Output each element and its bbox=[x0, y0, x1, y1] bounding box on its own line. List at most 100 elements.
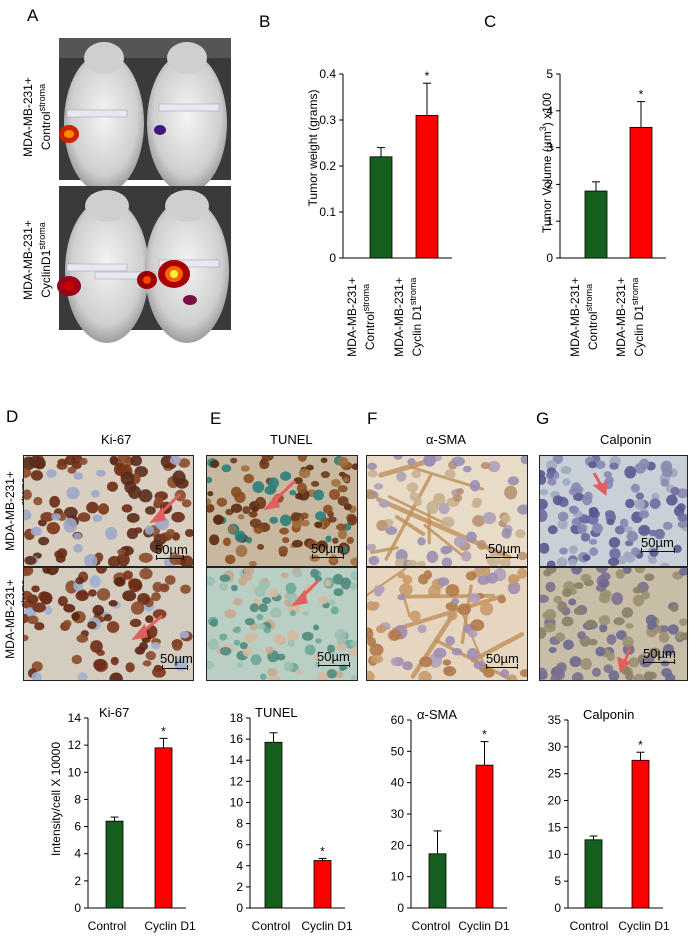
cell-nucleus bbox=[390, 657, 400, 666]
arrow-icon bbox=[592, 482, 608, 496]
cell-nucleus bbox=[222, 537, 232, 547]
cell-nucleus bbox=[24, 555, 37, 565]
y-tick-label: 12 bbox=[68, 738, 82, 752]
y-tick-label: 6 bbox=[236, 838, 243, 852]
cell-nucleus bbox=[606, 518, 615, 526]
cell-nucleus bbox=[569, 656, 582, 668]
cell-nucleus bbox=[351, 463, 357, 471]
cell-nucleus bbox=[411, 470, 422, 479]
cell-nucleus bbox=[469, 480, 481, 492]
cell-nucleus bbox=[77, 672, 88, 680]
cell-nucleus bbox=[447, 610, 458, 621]
cell-nucleus bbox=[557, 511, 569, 522]
scale-label: 50µm bbox=[641, 535, 674, 550]
panel-letter-b: B bbox=[259, 12, 271, 31]
cell-nucleus bbox=[451, 597, 460, 605]
y-tick-label: 8 bbox=[74, 792, 81, 806]
cell-nucleus bbox=[320, 457, 328, 464]
cell-nucleus bbox=[680, 632, 687, 641]
cell-nucleus bbox=[608, 557, 620, 566]
cell-nucleus bbox=[595, 460, 606, 469]
cell-nucleus bbox=[207, 503, 215, 513]
cell-nucleus bbox=[317, 671, 329, 680]
cell-nucleus bbox=[232, 598, 243, 606]
cell-nucleus bbox=[324, 579, 332, 587]
cell-nucleus bbox=[569, 505, 579, 515]
cell-nucleus bbox=[257, 623, 266, 630]
cell-nucleus bbox=[554, 632, 566, 642]
cell-nucleus bbox=[393, 456, 403, 460]
cell-nucleus bbox=[236, 662, 244, 668]
cell-nucleus bbox=[30, 526, 42, 536]
cell-nucleus bbox=[67, 466, 77, 474]
cell-nucleus bbox=[465, 571, 477, 581]
cell-nucleus bbox=[388, 629, 402, 641]
cell-nucleus bbox=[562, 588, 572, 598]
cell-nucleus bbox=[90, 640, 103, 653]
cell-nucleus bbox=[588, 538, 598, 545]
cell-nucleus bbox=[33, 496, 43, 506]
col-title-calponin: Calponin bbox=[600, 432, 652, 447]
cell-nucleus bbox=[285, 582, 297, 595]
cell-nucleus bbox=[517, 504, 527, 515]
cell-nucleus bbox=[106, 481, 119, 492]
cell-nucleus bbox=[96, 568, 107, 574]
cell-nucleus bbox=[638, 510, 650, 519]
cell-nucleus bbox=[582, 494, 593, 506]
cell-nucleus bbox=[661, 467, 673, 478]
cell-nucleus bbox=[305, 464, 314, 471]
chart-C: 0 1 2 3 4 5 * bbox=[546, 67, 666, 265]
ki67-control-texture bbox=[24, 456, 193, 566]
y-tick-label: 0.4 bbox=[319, 67, 336, 81]
cell-nucleus bbox=[64, 456, 76, 466]
cell-nucleus bbox=[27, 615, 39, 625]
cell-nucleus bbox=[470, 619, 485, 632]
cell-nucleus bbox=[520, 456, 527, 465]
tunel-cyclin-texture bbox=[207, 568, 357, 680]
y-tick-label: 16 bbox=[230, 732, 244, 746]
cell-nucleus bbox=[327, 644, 336, 653]
cell-nucleus bbox=[121, 504, 133, 513]
cell-nucleus bbox=[660, 660, 670, 667]
cell-nucleus bbox=[287, 638, 296, 647]
cell-nucleus bbox=[210, 619, 218, 627]
cell-nucleus bbox=[233, 639, 241, 646]
cell-nucleus bbox=[630, 483, 640, 493]
cell-nucleus bbox=[540, 542, 550, 554]
cell-nucleus bbox=[592, 667, 601, 677]
cell-nucleus bbox=[619, 518, 629, 528]
panel-letter-f: F bbox=[367, 409, 378, 428]
cell-nucleus bbox=[166, 528, 175, 537]
cell-nucleus bbox=[249, 518, 262, 528]
cell-nucleus bbox=[467, 647, 479, 660]
cell-nucleus bbox=[592, 523, 601, 533]
cell-nucleus bbox=[367, 462, 377, 470]
cell-nucleus bbox=[466, 531, 477, 543]
cell-nucleus bbox=[445, 635, 455, 646]
x-category-label: Cyclin D1 bbox=[144, 919, 196, 933]
y-tick-label: 50 bbox=[391, 744, 405, 758]
cell-nucleus bbox=[254, 496, 267, 510]
cell-nucleus bbox=[249, 603, 259, 613]
arrow-icon bbox=[131, 623, 148, 641]
cell-nucleus bbox=[367, 670, 375, 680]
stroma-fiber bbox=[375, 497, 512, 560]
y-tick-label: 0 bbox=[236, 901, 243, 915]
cell-nucleus bbox=[279, 527, 289, 535]
cell-nucleus bbox=[252, 481, 265, 493]
cell-nucleus bbox=[557, 519, 568, 530]
cell-nucleus bbox=[507, 476, 519, 486]
cell-nucleus bbox=[280, 514, 292, 527]
y-tick-label: 20 bbox=[548, 794, 562, 808]
cell-nucleus bbox=[313, 489, 324, 501]
cell-nucleus bbox=[486, 572, 498, 584]
cell-nucleus bbox=[517, 551, 527, 561]
cell-nucleus bbox=[210, 459, 220, 469]
cell-nucleus bbox=[180, 584, 191, 594]
sma-control-image bbox=[366, 455, 528, 567]
arrow-icon bbox=[617, 656, 631, 674]
cell-nucleus bbox=[56, 461, 68, 470]
cell-nucleus bbox=[473, 660, 486, 670]
cell-nucleus bbox=[207, 638, 219, 651]
cell-nucleus bbox=[230, 457, 238, 464]
